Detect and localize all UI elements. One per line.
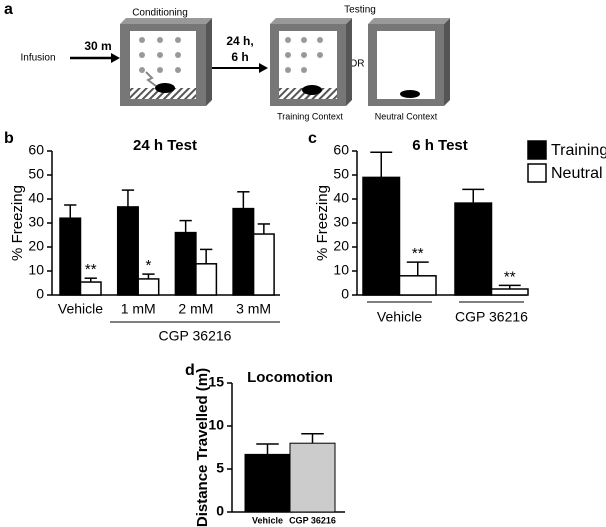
significance-label: * <box>146 257 152 274</box>
arrow-head <box>259 63 268 73</box>
y-tick-label: 10 <box>333 262 349 278</box>
y-tick-label: 0 <box>341 286 349 302</box>
y-axis-label: % Freezing <box>9 185 26 261</box>
group-label: CGP 36216 <box>159 328 232 344</box>
stage-label: Conditioning <box>132 8 188 19</box>
y-tick-label: 20 <box>28 238 44 254</box>
bar <box>137 278 160 296</box>
y-tick-label: 20 <box>333 238 349 254</box>
significance-label: ** <box>85 261 97 278</box>
chamber <box>120 18 212 106</box>
bar <box>174 231 197 296</box>
x-tick-label: CGP 36216 <box>455 309 528 325</box>
legend-swatch <box>527 163 547 183</box>
y-axis-label: Distance Travelled (m) <box>194 368 211 527</box>
bar <box>289 442 336 513</box>
chart-title: 24 h Test <box>133 137 197 154</box>
bar <box>79 281 102 296</box>
bar <box>362 176 401 296</box>
bar <box>490 288 529 296</box>
y-tick-label: 40 <box>28 190 44 206</box>
panel-label: d <box>185 362 195 379</box>
delay-label: 24 h, <box>226 34 253 48</box>
y-tick-label: 50 <box>333 166 349 182</box>
y-tick-label: 30 <box>333 214 349 230</box>
context-label: Neutral Context <box>375 111 438 121</box>
y-tick-label: 15 <box>208 374 224 390</box>
bar <box>252 233 275 296</box>
legend-label: Training <box>551 142 606 159</box>
x-tick-label: Vehicle <box>377 309 422 325</box>
chamber <box>270 18 352 106</box>
x-tick-label: 1 mM <box>121 301 156 317</box>
y-tick-label: 30 <box>28 214 44 230</box>
x-tick-label: 2 mM <box>178 301 213 317</box>
stage-label: Testing <box>344 5 376 16</box>
or-label: OR <box>350 59 365 70</box>
y-tick-label: 5 <box>216 460 224 476</box>
bar <box>244 453 291 513</box>
legend-swatch <box>527 140 547 160</box>
context-label: Training Context <box>277 111 343 121</box>
y-tick-label: 60 <box>28 142 44 158</box>
y-tick-label: 10 <box>208 417 224 433</box>
y-tick-label: 40 <box>333 190 349 206</box>
legend-label: Neutral <box>551 165 603 182</box>
significance-label: ** <box>412 245 424 262</box>
y-tick-label: 10 <box>28 262 44 278</box>
panel-label: b <box>4 130 14 147</box>
infusion-label: Infusion <box>20 53 55 64</box>
diagram-panel: a Conditioning Testing Infusion 30 m 24 … <box>4 1 450 121</box>
delay-label: 30 m <box>84 39 111 53</box>
chamber <box>368 18 450 106</box>
panel-label: a <box>4 1 13 18</box>
bar <box>116 206 139 296</box>
x-tick-label: Vehicle <box>252 515 283 525</box>
x-tick-label: CGP 36216 <box>289 515 336 525</box>
x-tick-label: Vehicle <box>58 301 103 317</box>
bar <box>232 207 255 296</box>
arrow-head <box>111 53 120 63</box>
bar <box>454 202 493 296</box>
x-tick-label: 3 mM <box>236 301 271 317</box>
bar <box>398 275 437 296</box>
y-axis-label: % Freezing <box>314 185 331 261</box>
delay-label: 6 h <box>231 50 248 64</box>
bar <box>195 263 218 296</box>
y-tick-label: 0 <box>216 503 224 519</box>
y-tick-label: 60 <box>333 142 349 158</box>
chart-title: Locomotion <box>247 369 333 386</box>
chart-title: 6 h Test <box>412 137 468 154</box>
significance-label: ** <box>504 268 516 285</box>
bar <box>59 217 82 296</box>
panel-label: c <box>308 130 317 147</box>
y-tick-label: 0 <box>36 286 44 302</box>
y-tick-label: 50 <box>28 166 44 182</box>
